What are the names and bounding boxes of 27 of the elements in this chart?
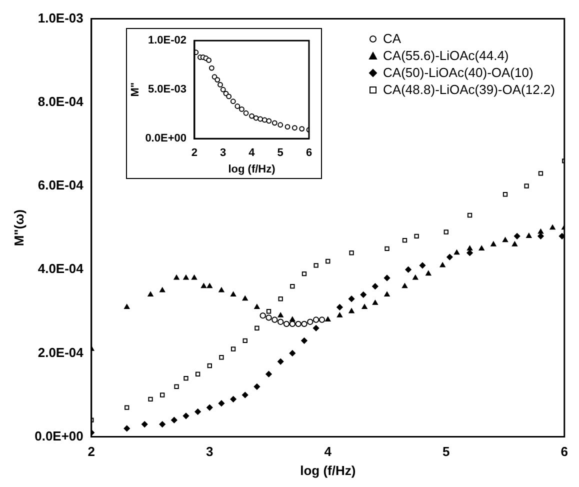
y-tick-label: 1.0E-02 xyxy=(148,34,186,47)
x-tick-label: 4 xyxy=(248,147,256,160)
y-tick-label: 0.0E+00 xyxy=(145,132,186,145)
x-tick-label: 3 xyxy=(220,147,226,160)
legend-label: CA(55.6)-LiOAc(44.4) xyxy=(383,47,509,64)
x-tick-label: 6 xyxy=(560,444,568,460)
x-tick-label: 2 xyxy=(191,147,198,160)
x-tick-label: 5 xyxy=(277,147,284,160)
legend-label: CA xyxy=(383,30,402,47)
y-tick-label: 6.0E-04 xyxy=(38,178,84,193)
y-tick-label: 5.0E-03 xyxy=(148,84,186,96)
y-tick-label: 2.0E-04 xyxy=(38,344,84,360)
legend-label: CA(50)-LiOAc(40)-OA(10) xyxy=(383,64,534,81)
legend-label: CA(48.8)-LiOAc(39)-OA(12.2) xyxy=(383,81,555,98)
x-axis-title: log (f/Hz) xyxy=(228,163,276,176)
y-tick-label: 0.0E+00 xyxy=(34,428,84,444)
y-tick-label: 8.0E-04 xyxy=(38,94,84,109)
x-axis-title: log (f/Hz) xyxy=(300,462,356,478)
x-tick-label: 5 xyxy=(442,444,450,460)
y-tick-label: 4.0E-04 xyxy=(38,261,84,276)
y-axis-title: M"(ω) xyxy=(11,209,26,246)
y-axis-title: M" xyxy=(130,82,142,97)
x-tick-label: 2 xyxy=(88,444,96,460)
x-tick-label: 3 xyxy=(206,444,214,460)
x-tick-label: 4 xyxy=(324,444,332,460)
y-tick-label: 1.0E-03 xyxy=(38,10,84,26)
x-tick-label: 6 xyxy=(306,147,312,160)
